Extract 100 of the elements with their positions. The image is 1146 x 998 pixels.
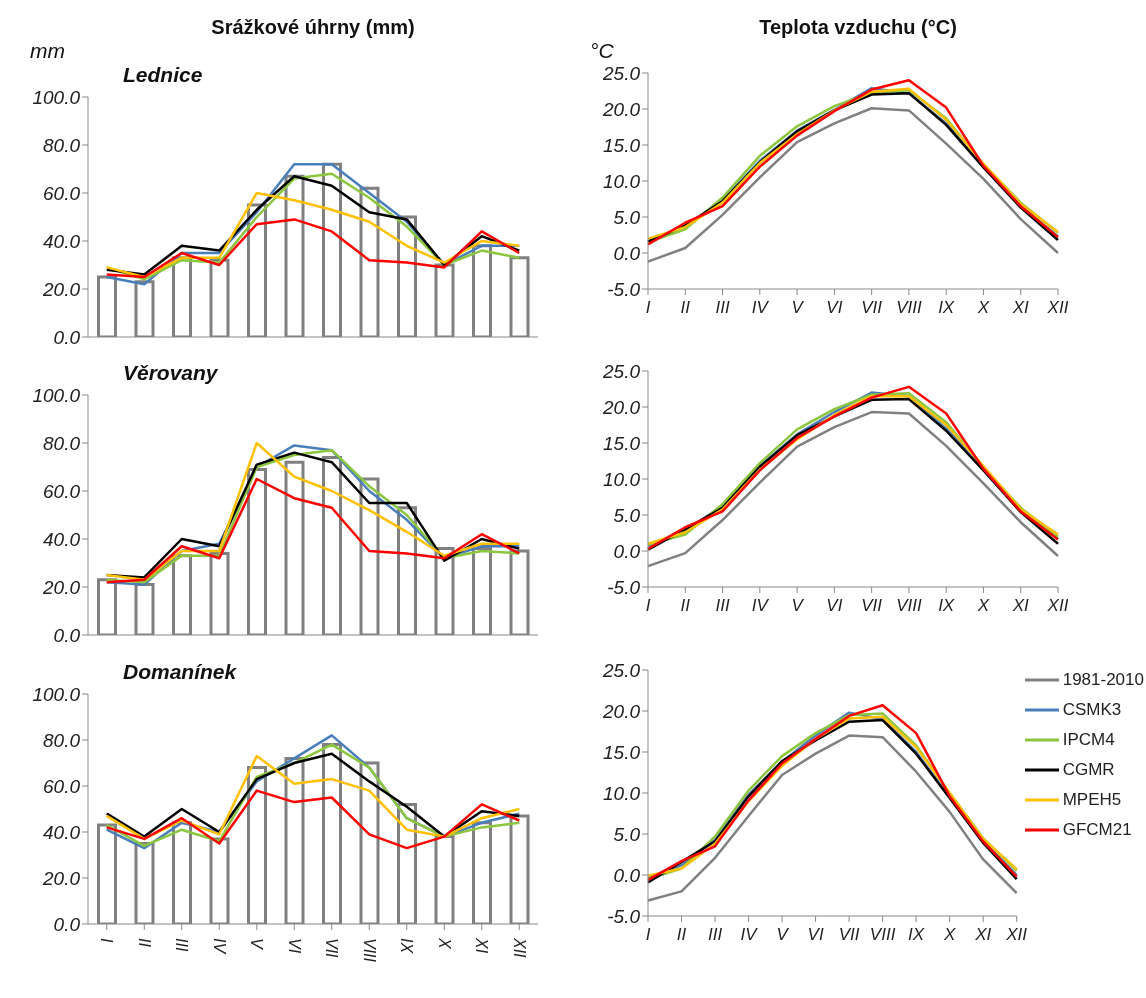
x-tick-label: II bbox=[680, 298, 691, 317]
x-tick-label: X bbox=[976, 596, 990, 616]
x-tick-label: VI bbox=[826, 298, 843, 317]
y-tick-label: 25.0 bbox=[602, 361, 641, 383]
y-tick-label: 60.0 bbox=[43, 182, 81, 204]
x-tick-label: XII bbox=[1005, 924, 1028, 944]
y-tick-label: 20.0 bbox=[42, 577, 81, 599]
x-tick-label: IV bbox=[751, 596, 770, 616]
x-tick-label: VIII bbox=[896, 298, 922, 317]
x-tick-label: VIII bbox=[360, 937, 378, 963]
x-tick-label: III bbox=[707, 924, 723, 944]
y-tick-label: 0.0 bbox=[53, 913, 81, 935]
x-tick-label: VI bbox=[285, 937, 303, 954]
y-tick-label: 20.0 bbox=[602, 98, 641, 120]
x-tick-label: VII bbox=[861, 596, 883, 616]
x-tick-label: XII bbox=[1046, 298, 1069, 317]
y-tick-label: 0.0 bbox=[613, 242, 641, 264]
y-tick-label: 10.0 bbox=[603, 782, 641, 804]
legend-label: CSMK3 bbox=[1062, 699, 1122, 720]
y-axis-title: °C bbox=[589, 39, 615, 63]
x-tick-label: X bbox=[435, 936, 453, 950]
legend-label: CGMR bbox=[1062, 759, 1115, 780]
y-tick-label: 100.0 bbox=[32, 86, 81, 108]
y-tick-label: 5.0 bbox=[613, 505, 641, 527]
x-tick-label: V bbox=[776, 924, 790, 944]
y-tick-label: 20.0 bbox=[42, 867, 81, 889]
x-tick-label: I bbox=[645, 596, 651, 616]
x-tick-label: I bbox=[98, 937, 116, 943]
y-tick-label: 10.0 bbox=[603, 170, 641, 192]
x-tick-label: VIII bbox=[896, 596, 922, 616]
chart-subtitle: Věrovany bbox=[122, 361, 219, 386]
legend-label: IPCM4 bbox=[1062, 729, 1115, 750]
y-tick-label: 20.0 bbox=[42, 278, 81, 300]
y-tick-label: 60.0 bbox=[43, 481, 81, 503]
y-tick-label: -5.0 bbox=[607, 905, 641, 927]
y-tick-label: 10.0 bbox=[603, 469, 641, 491]
y-tick-label: 0.0 bbox=[613, 864, 641, 886]
y-tick-label: 20.0 bbox=[602, 700, 641, 722]
y-tick-label: 5.0 bbox=[613, 823, 641, 845]
y-tick-label: -5.0 bbox=[607, 278, 641, 300]
y-tick-label: 80.0 bbox=[43, 729, 81, 751]
x-tick-label: VIII bbox=[869, 924, 896, 944]
x-tick-label: VII bbox=[838, 924, 860, 944]
chart-title: Srážkové úhrny (mm) bbox=[210, 16, 416, 39]
y-tick-label: -5.0 bbox=[607, 577, 641, 599]
x-tick-label: III bbox=[715, 596, 730, 616]
y-tick-label: 80.0 bbox=[43, 433, 81, 455]
x-tick-label: XI bbox=[473, 936, 491, 954]
x-tick-label: III bbox=[715, 298, 730, 317]
y-tick-label: 20.0 bbox=[602, 397, 641, 419]
legend-label: MPEH5 bbox=[1062, 789, 1122, 810]
y-tick-label: 40.0 bbox=[43, 821, 81, 843]
chart-title: Teplota vzduchu (°C) bbox=[758, 16, 958, 39]
x-tick-label: V bbox=[248, 937, 266, 950]
x-tick-label: XI bbox=[1011, 298, 1030, 317]
y-tick-label: 60.0 bbox=[43, 775, 81, 797]
x-tick-label: IV bbox=[751, 298, 770, 317]
x-tick-label: IX bbox=[398, 937, 416, 955]
y-tick-label: 15.0 bbox=[603, 134, 641, 156]
x-tick-label: X bbox=[942, 924, 956, 944]
x-tick-label: VI bbox=[826, 596, 843, 616]
y-axis-title: mm bbox=[29, 39, 66, 63]
y-tick-label: 40.0 bbox=[43, 529, 81, 551]
y-tick-label: 40.0 bbox=[43, 230, 81, 252]
x-tick-label: IX bbox=[938, 298, 955, 317]
x-tick-label: XII bbox=[1046, 596, 1069, 616]
y-tick-label: 5.0 bbox=[613, 206, 641, 228]
legend-label: 1981-2010 bbox=[1062, 669, 1144, 690]
x-tick-label: I bbox=[645, 924, 651, 944]
x-tick-label: III bbox=[173, 937, 191, 952]
x-tick-label: XI bbox=[1011, 596, 1030, 616]
y-tick-label: 100.0 bbox=[32, 683, 81, 705]
x-tick-label: VII bbox=[323, 937, 341, 958]
chart-subtitle: Lednice bbox=[122, 63, 204, 87]
y-tick-label: 25.0 bbox=[602, 62, 641, 84]
y-tick-label: 15.0 bbox=[603, 433, 641, 455]
x-tick-label: IV bbox=[210, 937, 228, 955]
x-tick-label: V bbox=[791, 298, 805, 317]
legend-label: GFCM21 bbox=[1062, 819, 1132, 840]
y-tick-label: 100.0 bbox=[32, 385, 81, 407]
x-tick-label: VI bbox=[807, 924, 824, 944]
x-tick-label: X bbox=[976, 298, 990, 317]
y-tick-label: 0.0 bbox=[53, 625, 81, 647]
x-tick-label: IX bbox=[938, 596, 955, 616]
y-tick-label: 25.0 bbox=[602, 659, 641, 681]
y-tick-label: 0.0 bbox=[53, 326, 81, 348]
x-tick-label: I bbox=[645, 298, 651, 317]
x-tick-label: V bbox=[791, 596, 805, 616]
x-tick-label: IX bbox=[908, 924, 925, 944]
x-tick-label: IV bbox=[740, 924, 759, 944]
x-tick-label: XII bbox=[510, 936, 528, 958]
x-tick-label: II bbox=[135, 937, 153, 948]
x-tick-label: XI bbox=[974, 924, 992, 944]
x-tick-label: II bbox=[676, 924, 687, 944]
x-tick-label: VII bbox=[861, 298, 883, 317]
y-tick-label: 80.0 bbox=[43, 134, 81, 156]
y-tick-label: 0.0 bbox=[613, 541, 641, 563]
chart-subtitle: Domanínek bbox=[122, 659, 238, 684]
x-tick-label: II bbox=[680, 596, 691, 616]
y-tick-label: 15.0 bbox=[603, 741, 641, 763]
